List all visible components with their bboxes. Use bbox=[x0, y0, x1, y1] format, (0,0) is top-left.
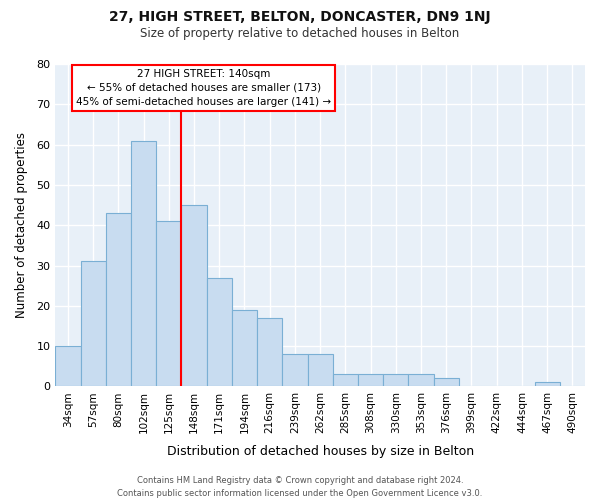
Bar bbox=[535, 382, 560, 386]
Bar bbox=[308, 354, 333, 386]
Bar bbox=[409, 374, 434, 386]
Bar bbox=[333, 374, 358, 386]
X-axis label: Distribution of detached houses by size in Belton: Distribution of detached houses by size … bbox=[167, 444, 474, 458]
Bar bbox=[257, 318, 283, 386]
Text: 27 HIGH STREET: 140sqm
← 55% of detached houses are smaller (173)
45% of semi-de: 27 HIGH STREET: 140sqm ← 55% of detached… bbox=[76, 69, 331, 107]
Text: Contains HM Land Registry data © Crown copyright and database right 2024.
Contai: Contains HM Land Registry data © Crown c… bbox=[118, 476, 482, 498]
Bar bbox=[383, 374, 409, 386]
Text: 27, HIGH STREET, BELTON, DONCASTER, DN9 1NJ: 27, HIGH STREET, BELTON, DONCASTER, DN9 … bbox=[109, 10, 491, 24]
Bar bbox=[55, 346, 80, 387]
Bar bbox=[206, 278, 232, 386]
Bar bbox=[283, 354, 308, 386]
Bar bbox=[106, 213, 131, 386]
Bar bbox=[434, 378, 459, 386]
Bar bbox=[358, 374, 383, 386]
Bar bbox=[181, 205, 206, 386]
Text: Size of property relative to detached houses in Belton: Size of property relative to detached ho… bbox=[140, 28, 460, 40]
Bar bbox=[80, 262, 106, 386]
Bar bbox=[156, 221, 181, 386]
Bar bbox=[232, 310, 257, 386]
Bar bbox=[131, 140, 156, 386]
Y-axis label: Number of detached properties: Number of detached properties bbox=[15, 132, 28, 318]
